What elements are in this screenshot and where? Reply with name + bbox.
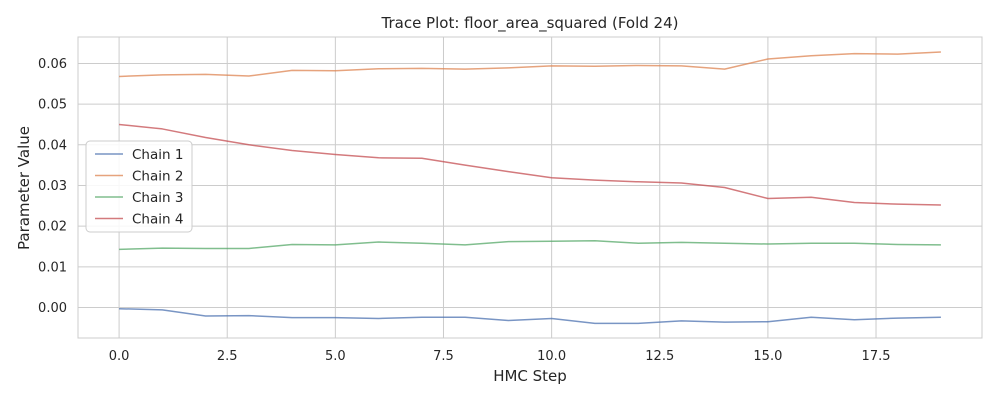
grid-lines xyxy=(78,37,982,338)
series-line-chain-4 xyxy=(119,123,941,206)
y-tick-label: 0.01 xyxy=(38,260,67,275)
y-tick-label: 0.06 xyxy=(38,57,67,72)
x-tick-label: 0.0 xyxy=(109,349,130,364)
y-axis-label: Parameter Value xyxy=(15,126,33,250)
series-line-chain-3 xyxy=(119,240,941,251)
y-tick-label: 0.05 xyxy=(38,98,67,113)
chart-title: Trace Plot: floor_area_squared (Fold 24) xyxy=(381,14,679,33)
y-tick-label: 0.02 xyxy=(38,220,67,235)
x-tick-label: 7.5 xyxy=(433,349,454,364)
legend-box xyxy=(85,140,193,233)
x-tick-label: 10.0 xyxy=(537,349,566,364)
legend: Chain 1 Chain 2 Chain 3 Chain 4 xyxy=(85,140,193,233)
x-axis-label: HMC Step xyxy=(493,367,567,385)
x-tick-label: 17.5 xyxy=(862,349,891,364)
legend-label-chain-3: Chain 3 xyxy=(132,190,183,206)
series-line-chain-2 xyxy=(119,51,941,78)
legend-label-chain-1: Chain 1 xyxy=(132,147,183,163)
legend-label-chain-4: Chain 4 xyxy=(132,212,183,228)
y-tick-label: 0.04 xyxy=(38,138,67,153)
y-tick-label: 0.00 xyxy=(38,301,67,316)
series-line-chain-1 xyxy=(119,307,941,325)
legend-label-chain-2: Chain 2 xyxy=(132,169,183,185)
x-tick-label: 15.0 xyxy=(753,349,782,364)
x-tick-label: 2.5 xyxy=(217,349,238,364)
y-tick-label: 0.03 xyxy=(38,179,67,194)
x-tick-label: 5.0 xyxy=(325,349,346,364)
plot-frame xyxy=(77,36,983,339)
x-tick-label: 12.5 xyxy=(645,349,674,364)
